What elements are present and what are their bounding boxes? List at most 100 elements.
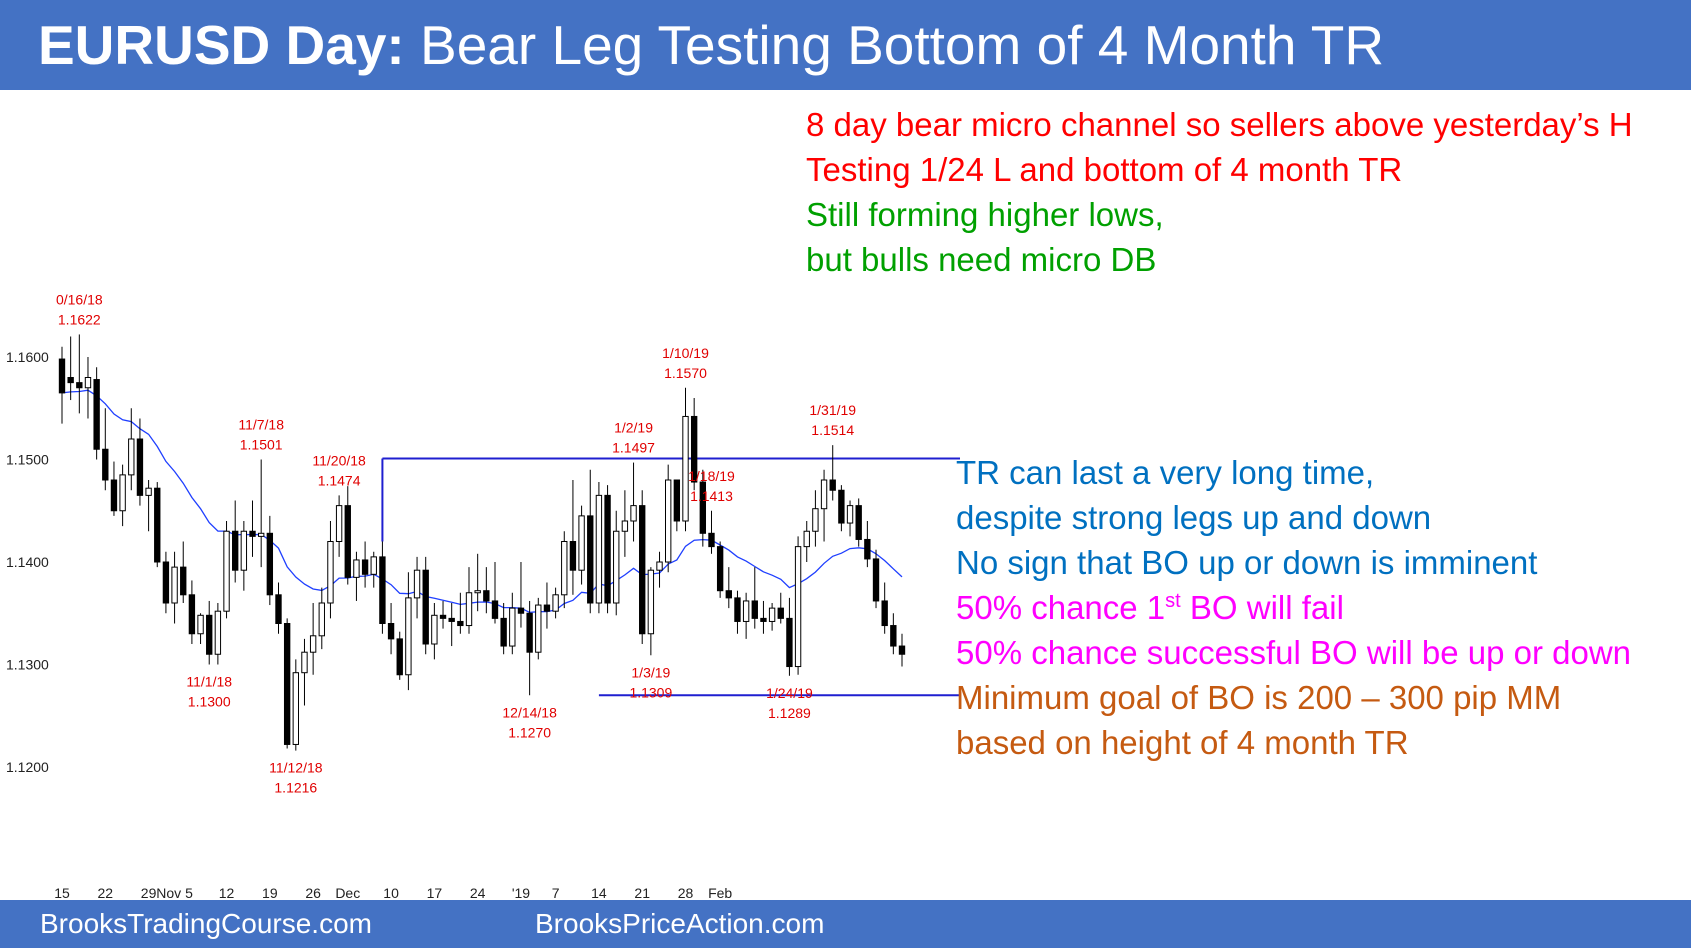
swing-label-price: 1.1570: [664, 365, 707, 381]
candle-body: [387, 623, 395, 640]
candle-body: [318, 602, 325, 637]
candle-body: [483, 590, 490, 602]
candle-body: [786, 617, 793, 668]
candle-body: [214, 610, 222, 655]
candle-body: [665, 479, 672, 563]
note-right-superscript: st: [1165, 590, 1181, 612]
candle-body: [102, 448, 109, 481]
swing-label-price: 1.1270: [508, 724, 551, 740]
x-tick-label: 21: [634, 885, 650, 900]
candle-body: [517, 607, 525, 614]
candle-body: [361, 559, 369, 575]
x-tick-label: 28: [678, 885, 694, 900]
x-tick-label: 26: [305, 885, 321, 900]
candle-body: [370, 556, 377, 575]
candle-body: [171, 566, 178, 604]
candle-body: [474, 590, 481, 594]
x-tick-label: 14: [591, 885, 607, 900]
note-right-text: Minimum goal of BO is 200 – 300 pip MM: [956, 679, 1562, 716]
candle-body: [145, 487, 152, 496]
candle-body: [751, 600, 758, 619]
x-tick-label: 22: [98, 885, 114, 900]
candle-body: [301, 651, 308, 674]
candle-body: [699, 481, 707, 534]
candle-body: [206, 614, 213, 655]
note-right-line: despite strong legs up and down: [956, 495, 1631, 540]
note-right-text: based on height of 4 month TR: [956, 724, 1409, 761]
candle-body: [335, 505, 343, 542]
ema-line: [61, 389, 903, 614]
candle-body: [820, 479, 828, 510]
swing-label-price: 1.1300: [188, 694, 231, 710]
candle-body: [422, 569, 429, 645]
candle-body: [543, 604, 551, 612]
moving-average: [61, 389, 903, 614]
swing-label-date: 11/20/18: [312, 452, 366, 468]
y-tick-label: 1.1200: [6, 759, 49, 775]
note-top-text: but bulls need micro DB: [806, 241, 1157, 278]
x-tick-label: 24: [470, 885, 486, 900]
swing-label-price: 1.1514: [811, 422, 854, 438]
swing-label-date: 12/14/18: [502, 704, 557, 720]
trading-range-lines: [381, 457, 960, 697]
note-top-text: Still forming higher lows,: [806, 196, 1164, 233]
x-axis: 15 22 29 Nov 5 12 19 26 Dec 10 17 24 '19 7 14 21 28 Feb: [54, 885, 732, 900]
swing-label-date: 11/1/18: [186, 674, 232, 690]
candle-body: [448, 617, 455, 622]
swing-label-date: 1/2/19: [614, 420, 653, 436]
note-right-text: 50% chance 1: [956, 589, 1166, 626]
candle-body: [240, 530, 248, 571]
candle-body: [93, 379, 100, 450]
candlesticks: [58, 334, 906, 751]
note-right-line: No sign that BO up or down is imminent: [956, 540, 1631, 585]
x-tick-label: 7: [552, 885, 560, 900]
y-tick-label: 1.1300: [6, 657, 49, 673]
swing-label-date: 0/16/18: [56, 291, 103, 307]
x-tick-label: 10: [383, 885, 399, 900]
candle-body: [829, 479, 836, 491]
candle-body: [327, 541, 334, 604]
swing-label-date: 1/18/19: [688, 468, 735, 484]
x-tick-label: Feb: [708, 885, 732, 900]
candle-body: [855, 505, 862, 540]
note-top-line: Still forming higher lows,: [806, 192, 1633, 237]
candle-body: [405, 597, 412, 676]
candle-body: [136, 438, 144, 496]
candle-body: [457, 620, 464, 627]
candle-body: [491, 600, 499, 619]
candle-body: [353, 559, 360, 578]
swing-label-price: 1.1413: [690, 488, 733, 504]
x-tick-label: 29: [141, 885, 157, 900]
candle-body: [639, 505, 646, 635]
candle-body: [690, 415, 698, 483]
swing-label-date: 11/12/18: [269, 760, 323, 776]
x-tick-label: 17: [427, 885, 443, 900]
candle-body: [58, 358, 66, 394]
candle-body: [578, 515, 585, 571]
candle-body: [275, 594, 282, 624]
candle-body: [509, 607, 516, 647]
candle-body: [673, 479, 681, 522]
y-axis: 1.1600 1.1500 1.1400 1.1300 1.1200: [6, 349, 49, 775]
candle-body: [613, 530, 620, 604]
note-right-line: Minimum goal of BO is 200 – 300 pip MM: [956, 675, 1631, 720]
swing-label-price: 1.1216: [274, 780, 317, 796]
candle-body: [890, 625, 897, 647]
title-bar: EURUSD Day: Bear Leg Testing Bottom of 4…: [0, 0, 1691, 90]
candle-body: [768, 607, 776, 622]
x-tick-label: 19: [262, 885, 278, 900]
candle-body: [283, 623, 291, 745]
candle-body: [716, 546, 724, 592]
x-tick-label: 15: [54, 885, 70, 900]
candle-body: [292, 672, 299, 745]
note-right-text: despite strong legs up and down: [956, 499, 1432, 536]
candle-body: [379, 556, 386, 624]
footer-link-brookspriceaction[interactable]: BrooksPriceAction.com: [535, 908, 825, 939]
candle-body: [872, 558, 880, 602]
x-tick-label: Nov 5: [156, 885, 193, 900]
footer-link-brookstradingcourse[interactable]: BrooksTradingCourse.com: [40, 908, 372, 939]
note-right-text: No sign that BO up or down is imminent: [956, 544, 1538, 581]
swing-label-date: 11/7/18: [238, 417, 284, 433]
commentary-right: TR can last a very long time, despite str…: [956, 450, 1631, 765]
candle-body: [656, 561, 663, 571]
